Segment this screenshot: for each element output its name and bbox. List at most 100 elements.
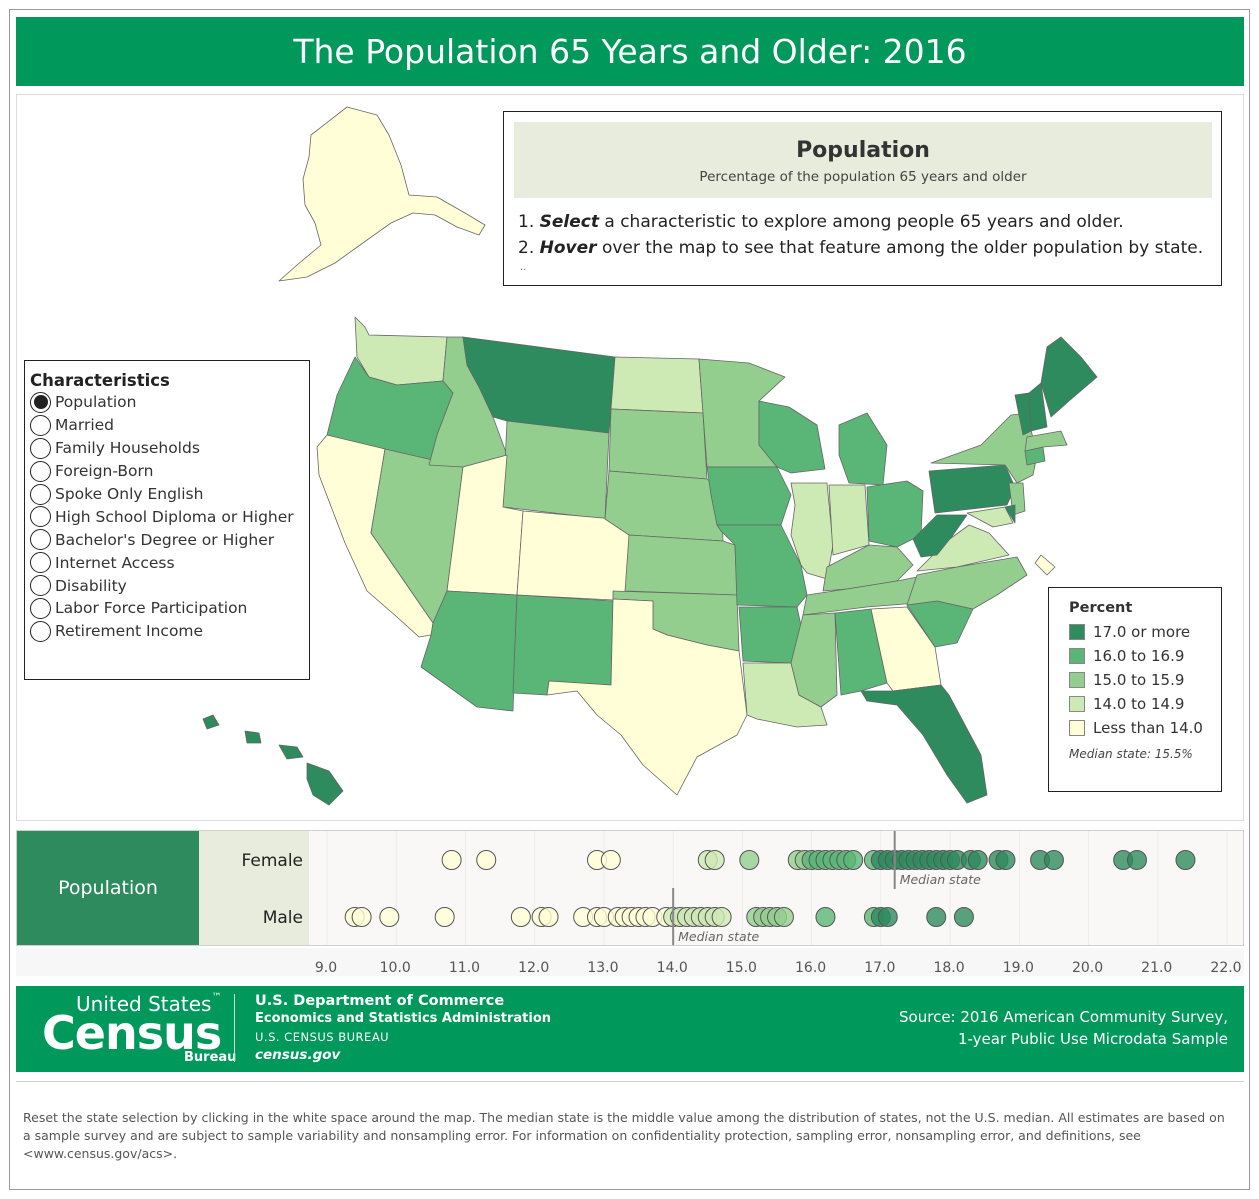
state-illinois <box>790 482 834 580</box>
legend-swatch <box>1069 672 1085 688</box>
x-axis-row: 9.0 10.0 11.0 12.0 13.0 14.0 15.0 16.0 17.0 18.0 1… <box>16 948 1244 976</box>
us-map[interactable] <box>17 95 1245 822</box>
step1-number: 1. <box>518 212 535 232</box>
state-texas <box>546 598 748 796</box>
radio-button[interactable] <box>30 506 51 528</box>
state-delaware <box>1004 504 1016 524</box>
logo-census-word: Census <box>42 1006 222 1060</box>
state-new-mexico <box>512 594 614 696</box>
state-dot <box>1127 850 1147 870</box>
radio-button[interactable] <box>30 414 51 436</box>
step1-action: Select <box>539 212 599 232</box>
page-title: The Population 65 Years and Older: 2016 <box>16 17 1244 86</box>
state-dot <box>739 850 760 870</box>
x-tick-label: 15.0 <box>726 960 757 976</box>
radio-button[interactable] <box>30 391 51 413</box>
state-pennsylvania <box>928 464 1016 514</box>
state-hawaii-big-island <box>306 762 344 806</box>
state-dot <box>815 907 836 927</box>
state-dc <box>1034 554 1056 576</box>
characteristic-option[interactable]: Disability <box>30 574 304 597</box>
characteristic-label: Family Households <box>55 439 200 458</box>
legend-title: Percent <box>1069 600 1133 616</box>
state-north-carolina <box>906 556 1028 610</box>
label-male: Male <box>262 908 303 928</box>
dot-plot[interactable]: Median state Median state <box>309 831 1243 945</box>
dept-line-3: U.S. CENSUS BUREAU <box>255 1030 390 1044</box>
logo-line1-text: United States <box>76 992 212 1016</box>
legend-item: 15.0 to 15.9 <box>1069 668 1221 692</box>
radio-button[interactable] <box>30 460 51 482</box>
logo-bureau: Bureau <box>184 1050 237 1065</box>
x-tick-label: 21.0 <box>1141 960 1172 976</box>
legend-item: 14.0 to 14.9 <box>1069 692 1221 716</box>
x-tick-label: 14.0 <box>657 960 688 976</box>
x-tick-label: 13.0 <box>587 960 618 976</box>
legend-label: 17.0 or more <box>1093 623 1191 641</box>
characteristic-option[interactable]: High School Diploma or Higher <box>30 505 304 528</box>
x-tick-label: 12.0 <box>518 960 549 976</box>
legend-label: Less than 14.0 <box>1093 719 1203 737</box>
state-dot <box>1175 850 1196 870</box>
state-dot <box>1043 850 1064 870</box>
state-dot <box>351 907 372 927</box>
step2-action: Hover <box>539 238 597 258</box>
legend-label: 14.0 to 14.9 <box>1093 695 1185 713</box>
characteristic-option[interactable]: Married <box>30 414 304 437</box>
step2-number: 2. <box>518 238 535 258</box>
state-iowa <box>706 466 792 526</box>
characteristic-option[interactable]: Internet Access <box>30 551 304 574</box>
legend-swatch <box>1069 720 1085 736</box>
characteristic-option[interactable]: Labor Force Participation <box>30 597 304 620</box>
median-label: Median state <box>900 872 981 887</box>
state-dot <box>538 907 559 927</box>
characteristic-option[interactable]: Family Households <box>30 437 304 460</box>
median-label: Median state <box>678 929 759 944</box>
characteristic-option[interactable]: Retirement Income <box>30 620 304 643</box>
dept-line-1: U.S. Department of Commerce <box>255 993 505 1009</box>
state-washington <box>354 316 448 386</box>
state-dot <box>600 850 621 870</box>
legend-list: 17.0 or more 16.0 to 16.9 15.0 to 15.9 14.0… <box>1069 620 1221 740</box>
state-florida <box>860 684 988 804</box>
x-tick-label: 22.0 <box>1210 960 1241 976</box>
census-logo[interactable]: United States™ Census Bureau <box>42 992 236 1068</box>
state-north-dakota <box>610 356 704 414</box>
radio-button[interactable] <box>30 529 51 551</box>
state-dot <box>995 850 1016 870</box>
state-kansas <box>624 534 738 596</box>
x-tick-label: 19.0 <box>1003 960 1034 976</box>
state-dot <box>843 850 864 870</box>
characteristic-label: High School Diploma or Higher <box>55 507 294 526</box>
state-dot <box>953 907 974 927</box>
logo-united-states: United States™ <box>76 992 221 1016</box>
step2-text: over the map to see that feature among t… <box>596 238 1204 258</box>
characteristic-option[interactable]: Spoke Only English <box>30 483 304 506</box>
radio-button[interactable] <box>30 575 51 597</box>
radio-button[interactable] <box>30 620 51 642</box>
legend-swatch <box>1069 624 1085 640</box>
census-gov-link[interactable]: census.gov <box>255 1047 341 1063</box>
characteristic-option[interactable]: Bachelor's Degree or Higher <box>30 528 304 551</box>
state-dot <box>704 850 725 870</box>
characteristics-selector: Characteristics Population Married Family … <box>24 360 310 680</box>
map-legend: Percent 17.0 or more 16.0 to 16.9 15.0 to … <box>1048 587 1222 792</box>
state-dot <box>773 907 794 927</box>
characteristic-label: Spoke Only English <box>55 485 204 503</box>
characteristic-label: Internet Access <box>55 553 175 572</box>
radio-button[interactable] <box>30 437 51 459</box>
legend-median-note: Median state: 15.5% <box>1069 747 1193 761</box>
characteristic-label: Labor Force Participation <box>55 599 248 618</box>
more-indicator[interactable]: .. <box>520 262 527 273</box>
radio-button[interactable] <box>30 483 51 505</box>
footer-bar: United States™ Census Bureau U.S. Depart… <box>16 986 1244 1072</box>
footer-divider <box>234 994 235 1062</box>
state-hawaii-oahu <box>244 730 262 744</box>
radio-button[interactable] <box>30 597 51 619</box>
radio-button[interactable] <box>30 552 51 574</box>
characteristic-option[interactable]: Foreign-Born <box>30 460 304 483</box>
characteristic-option[interactable]: Population <box>30 391 304 414</box>
legend-item: Less than 14.0 <box>1069 716 1221 740</box>
characteristic-label: Married <box>55 416 115 435</box>
state-hawaii-maui <box>278 744 304 760</box>
